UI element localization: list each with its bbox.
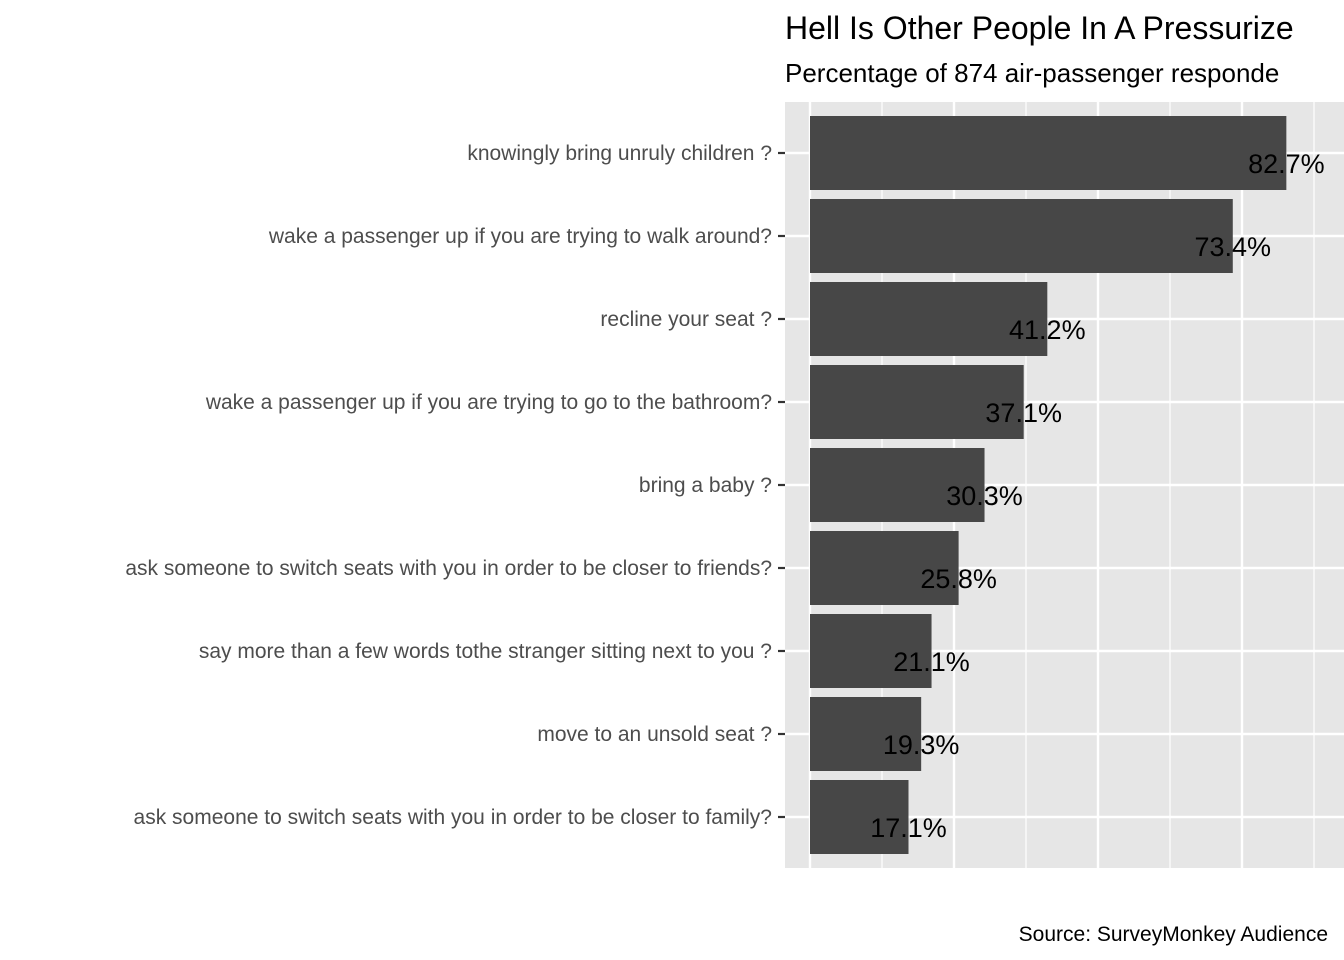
data-label-2: 41.2% — [1009, 315, 1086, 345]
y-tick-label-7: move to an unsold seat ? — [537, 723, 772, 746]
bar-0 — [810, 116, 1287, 190]
bar-8 — [810, 780, 909, 854]
data-label-4: 30.3% — [946, 481, 1023, 511]
bars — [810, 116, 1287, 854]
chart-subtitle: Percentage of 874 air-passenger responde — [785, 58, 1279, 88]
data-labels: 82.7% 73.4% 41.2% 37.1% 30.3% 25.8% 21.1% 19.3%… — [870, 149, 1324, 843]
y-tick-label-3: wake a passenger up if you are trying to… — [205, 391, 772, 414]
data-label-6: 21.1% — [893, 647, 970, 677]
bar-3 — [810, 365, 1024, 439]
y-tick-label-8: ask someone to switch seats with you in … — [134, 806, 772, 829]
data-label-5: 25.8% — [920, 564, 997, 594]
y-tick-label-4: bring a baby ? — [639, 474, 772, 497]
bar-7 — [810, 697, 922, 771]
data-label-8: 17.1% — [870, 813, 947, 843]
chart-caption: Source: SurveyMonkey Audience — [1019, 923, 1328, 946]
data-label-3: 37.1% — [985, 398, 1062, 428]
y-axis-ticks — [778, 151, 785, 819]
y-tick-label-2: recline your seat ? — [600, 308, 772, 331]
data-label-1: 73.4% — [1195, 232, 1272, 262]
y-tick-label-5: ask someone to switch seats with you in … — [125, 557, 772, 580]
bar-1 — [810, 199, 1233, 273]
chart-title: Hell Is Other People In A Pressurize — [785, 10, 1294, 46]
bar-6 — [810, 614, 932, 688]
y-tick-label-6: say more than a few words tothe stranger… — [199, 640, 772, 663]
bar-4 — [810, 448, 985, 522]
y-axis-labels: knowingly bring unruly children ? wake a … — [125, 142, 772, 829]
bar-2 — [810, 282, 1048, 356]
data-label-0: 82.7% — [1248, 149, 1325, 179]
y-tick-label-0: knowingly bring unruly children ? — [467, 142, 772, 165]
bar-5 — [810, 531, 959, 605]
y-tick-label-1: wake a passenger up if you are trying to… — [268, 225, 772, 248]
data-label-7: 19.3% — [883, 730, 960, 760]
